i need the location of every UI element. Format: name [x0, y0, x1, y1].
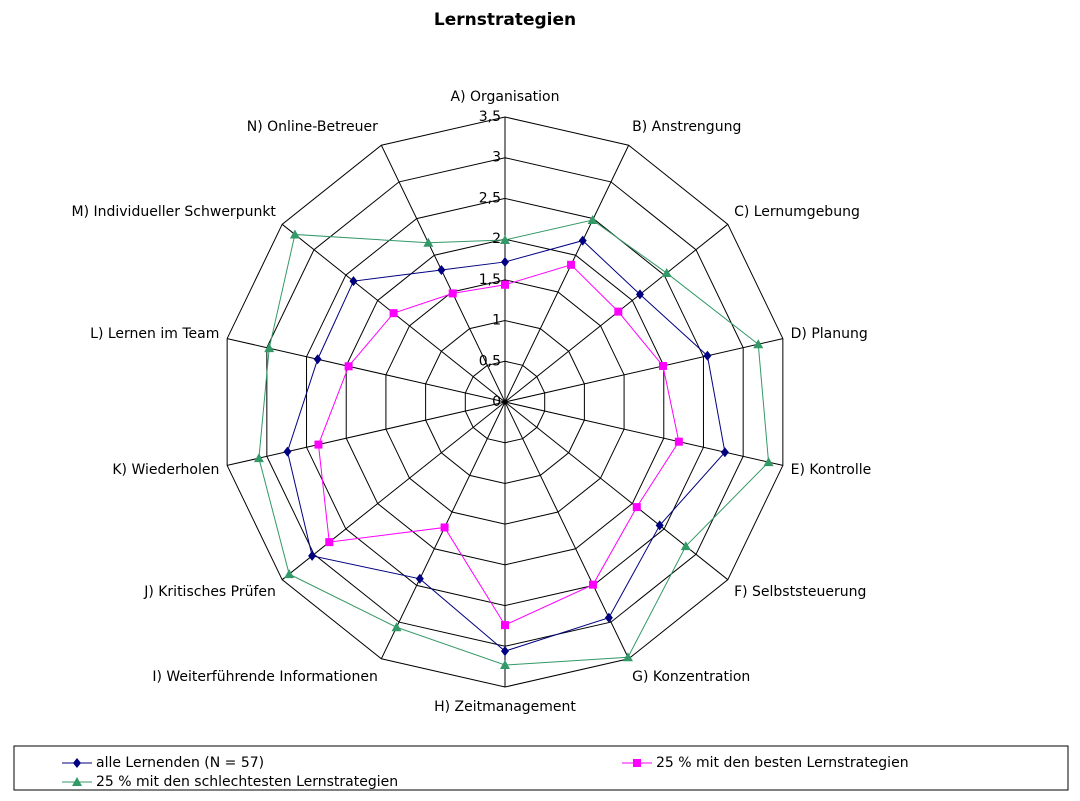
spoke [281, 401, 506, 581]
marker [437, 264, 446, 275]
marker [448, 289, 457, 298]
legend-box [13, 745, 1069, 791]
marker [253, 453, 264, 463]
marker [655, 520, 664, 531]
category-label: H) Zeitmanagement [434, 699, 576, 715]
marker [604, 612, 613, 623]
marker [720, 447, 729, 458]
marker [703, 350, 712, 361]
spoke [504, 338, 783, 403]
marker [588, 580, 597, 589]
marker [501, 621, 509, 630]
marker [289, 229, 300, 239]
marker [753, 339, 764, 349]
tick-label: 2 [492, 231, 501, 247]
tick-label: 1,5 [479, 272, 501, 288]
marker [389, 309, 398, 318]
marker [501, 256, 509, 267]
spoke [504, 401, 783, 466]
marker [314, 440, 323, 449]
category-label: D) Planung [791, 326, 868, 342]
chart-title: Lernstrategien [434, 10, 576, 30]
marker [680, 541, 691, 551]
marker [344, 362, 353, 371]
category-label: N) Online-Betreuer [247, 119, 378, 135]
category-label: I) Weiterführende Informationen [152, 669, 378, 685]
tick-label: 0 [492, 394, 501, 410]
marker [633, 759, 641, 767]
marker [423, 237, 434, 247]
marker [658, 361, 667, 370]
marker [349, 276, 358, 287]
tick-label: 0,5 [479, 353, 501, 369]
category-label: B) Anstrengung [632, 119, 741, 135]
marker [391, 622, 402, 632]
marker [72, 777, 82, 786]
spoke [380, 145, 506, 403]
legend-label: 25 % mit den schlechtesten Lernstrategie… [96, 774, 398, 790]
spoke [227, 401, 506, 466]
category-label: F) Selbststeuerung [734, 584, 866, 600]
category-label: J) Kritisches Prüfen [143, 584, 276, 600]
tick-label: 3,5 [479, 109, 501, 125]
marker [674, 437, 683, 446]
marker [73, 758, 81, 768]
category-label: G) Konzentration [632, 669, 750, 685]
marker [440, 523, 449, 532]
marker [614, 307, 623, 316]
marker [415, 573, 424, 584]
legend-label: alle Lernenden (N = 57) [96, 755, 264, 771]
marker [500, 660, 510, 670]
marker [264, 343, 275, 353]
category-label: A) Organisation [451, 89, 560, 105]
marker [284, 569, 295, 579]
category-label: L) Lernen im Team [90, 326, 219, 342]
tick-label: 1 [492, 313, 501, 329]
spoke [227, 338, 506, 403]
spoke [504, 145, 630, 403]
spoke [504, 401, 729, 581]
marker [501, 646, 509, 657]
marker [763, 457, 774, 467]
marker [622, 652, 633, 662]
marker [325, 538, 334, 547]
category-label: C) Lernumgebung [734, 204, 860, 220]
marker [587, 215, 598, 225]
category-label: K) Wiederholen [112, 462, 219, 478]
marker [578, 235, 587, 246]
marker [661, 268, 672, 278]
marker [283, 446, 292, 457]
marker [500, 234, 510, 244]
marker [635, 289, 644, 300]
series-line [286, 240, 726, 652]
category-label: E) Kontrolle [791, 462, 872, 478]
series-line [258, 219, 770, 666]
marker [308, 550, 317, 561]
marker [501, 280, 509, 289]
tick-label: 3 [492, 150, 501, 166]
marker [313, 354, 322, 365]
legend-label: 25 % mit den besten Lernstrategien [656, 755, 909, 771]
category-label: M) Individueller Schwerpunkt [72, 204, 277, 220]
marker [567, 260, 576, 269]
marker [632, 503, 641, 512]
tick-label: 2,5 [479, 190, 501, 206]
